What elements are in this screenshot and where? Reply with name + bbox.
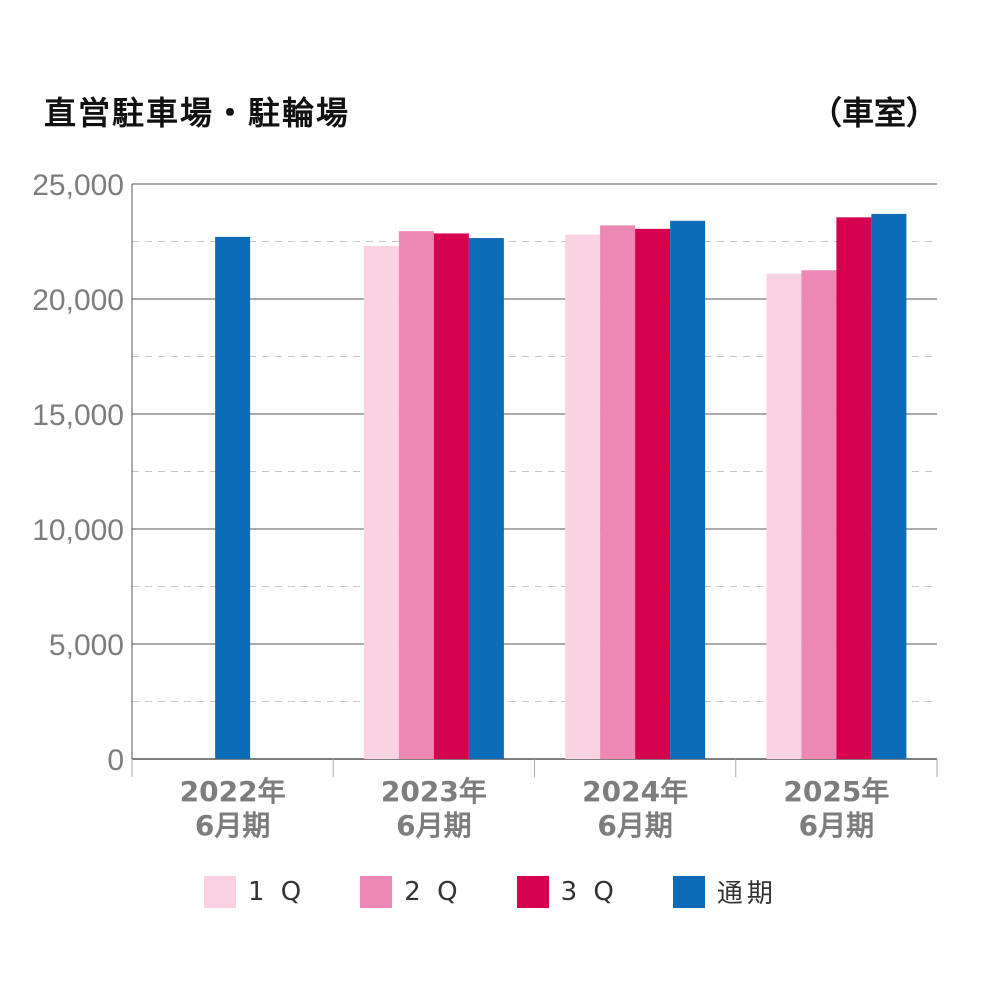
bar-通期-0: [215, 236, 251, 759]
y-tick-label: 0: [107, 744, 124, 777]
bar-通期-1: [468, 238, 504, 760]
legend-item: 2 Q: [360, 875, 462, 908]
y-tick-label: 10,000: [32, 514, 124, 547]
x-tick-label: 6月期: [799, 809, 874, 842]
bar-2Q-2: [600, 225, 636, 759]
x-tick-label: 2022年: [180, 775, 286, 808]
bar-1Q-3: [766, 273, 802, 759]
y-tick-label: 25,000: [32, 169, 124, 202]
bar-1Q-2: [565, 234, 601, 760]
bar-2Q-3: [801, 270, 837, 759]
legend-item: 1 Q: [204, 875, 306, 908]
y-tick-label: 15,000: [32, 399, 124, 432]
legend-label: 通期: [716, 879, 777, 909]
y-tick-label: 5,000: [49, 629, 124, 662]
legend-swatch: [360, 875, 393, 908]
x-tick-label: 6月期: [597, 809, 672, 842]
x-tick-label: 2024年: [582, 775, 688, 808]
bar-3Q-2: [635, 228, 671, 760]
legend-swatch: [516, 875, 549, 908]
bar-3Q-3: [836, 217, 872, 760]
x-tick-label: 2025年: [783, 775, 889, 808]
legend-swatch: [672, 875, 705, 908]
bar-2Q-1: [398, 231, 434, 759]
bar-3Q-1: [433, 233, 469, 759]
legend: 1 Q 2 Q 3 Q 通期: [204, 873, 832, 910]
bar-通期-2: [670, 220, 706, 760]
x-tick-label: 6月期: [396, 809, 471, 842]
bar-通期-3: [871, 213, 907, 759]
legend-item: 3 Q: [516, 875, 618, 908]
chart-unit: （車室）: [809, 94, 938, 132]
x-tick-label: 2023年: [381, 775, 487, 808]
legend-swatch: [204, 875, 236, 908]
legend-label: 2 Q: [404, 876, 462, 907]
legend-item: 通期: [672, 873, 777, 910]
legend-label: 1 Q: [248, 876, 306, 907]
legend-label: 3 Q: [560, 876, 618, 907]
chart-title: 直営駐車場・駐輪場: [44, 94, 351, 132]
x-tick-label: 6月期: [195, 809, 270, 842]
bar-1Q-1: [363, 246, 399, 760]
y-tick-label: 20,000: [32, 284, 124, 317]
